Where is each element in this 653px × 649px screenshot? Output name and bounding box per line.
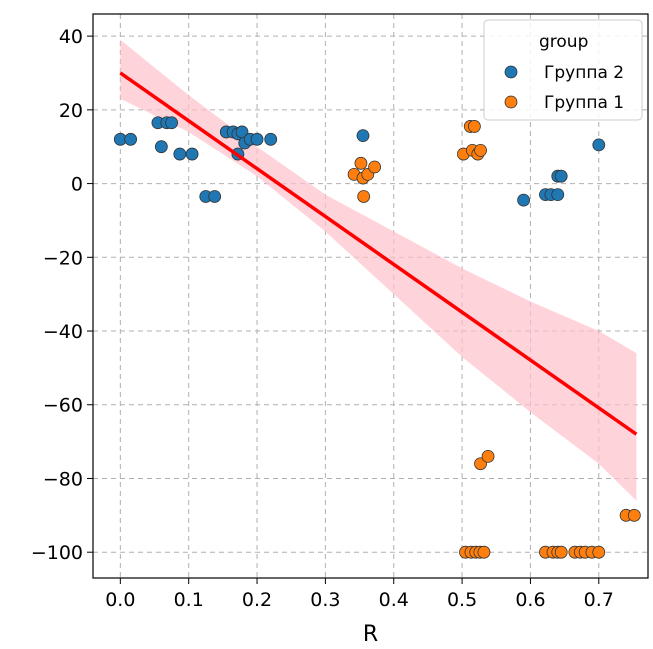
y-tick-label: 40 bbox=[59, 26, 83, 48]
y-axis: 40 20 0 −20 −40 −60 −80 −100 bbox=[31, 26, 93, 564]
point-series-1 bbox=[264, 132, 278, 146]
y-tick-label: 0 bbox=[71, 174, 83, 196]
y-tick-label: −20 bbox=[43, 247, 83, 269]
x-tick-label: 0.4 bbox=[379, 589, 409, 611]
point-series-2 bbox=[481, 449, 495, 463]
legend-label: Группа 1 bbox=[544, 93, 624, 113]
legend-marker bbox=[504, 65, 518, 79]
plot-frame bbox=[92, 13, 649, 579]
point-series-2 bbox=[354, 156, 368, 170]
point-series-1 bbox=[517, 193, 531, 207]
point-series-2 bbox=[477, 545, 491, 559]
y-tick-label: −80 bbox=[43, 468, 83, 490]
point-series-2 bbox=[467, 120, 481, 133]
point-series-1 bbox=[124, 132, 137, 146]
legend: group Группа 2 Группа 1 bbox=[483, 19, 643, 121]
points-layer bbox=[113, 116, 641, 559]
x-axis: 0.0 0.1 0.2 0.3 0.4 0.5 0.6 0.7 bbox=[105, 578, 614, 611]
x-tick-label: 0.3 bbox=[310, 589, 340, 611]
confidence-band bbox=[120, 39, 637, 501]
point-series-2 bbox=[554, 545, 568, 559]
confidence-band-layer bbox=[120, 39, 637, 501]
point-series-2 bbox=[627, 508, 641, 522]
point-series-1 bbox=[185, 147, 199, 161]
x-tick-label: 0.1 bbox=[174, 589, 204, 611]
y-tick-label: −60 bbox=[43, 395, 83, 417]
x-tick-label: 0.0 bbox=[105, 589, 135, 611]
regression-line-layer bbox=[119, 71, 638, 436]
point-series-1 bbox=[356, 129, 370, 143]
y-tick-label: −100 bbox=[31, 542, 83, 564]
point-series-2 bbox=[368, 160, 382, 174]
point-series-1 bbox=[554, 169, 568, 183]
legend-label: Группа 2 bbox=[544, 63, 624, 83]
y-tick-label: −40 bbox=[43, 321, 83, 343]
point-series-1 bbox=[592, 138, 606, 152]
point-series-1 bbox=[208, 190, 222, 203]
point-series-2 bbox=[357, 190, 371, 203]
x-tick-label: 0.2 bbox=[242, 589, 272, 611]
point-series-2 bbox=[474, 143, 487, 157]
legend-title: group bbox=[539, 32, 588, 52]
x-tick-label: 0.5 bbox=[447, 589, 477, 611]
y-tick-label: 20 bbox=[59, 100, 83, 122]
x-axis-title: R bbox=[363, 622, 378, 647]
point-series-1 bbox=[551, 188, 565, 202]
regression-line bbox=[119, 71, 638, 436]
legend-box bbox=[483, 19, 643, 121]
point-series-2 bbox=[592, 545, 606, 559]
legend-items: Группа 2 Группа 1 bbox=[504, 63, 624, 113]
x-tick-label: 0.7 bbox=[584, 589, 614, 611]
point-series-1 bbox=[154, 140, 168, 154]
point-series-1 bbox=[250, 132, 264, 146]
point-series-1 bbox=[173, 147, 187, 161]
legend-marker bbox=[504, 95, 518, 109]
point-series-1 bbox=[165, 116, 179, 130]
x-tick-label: 0.6 bbox=[515, 589, 545, 611]
